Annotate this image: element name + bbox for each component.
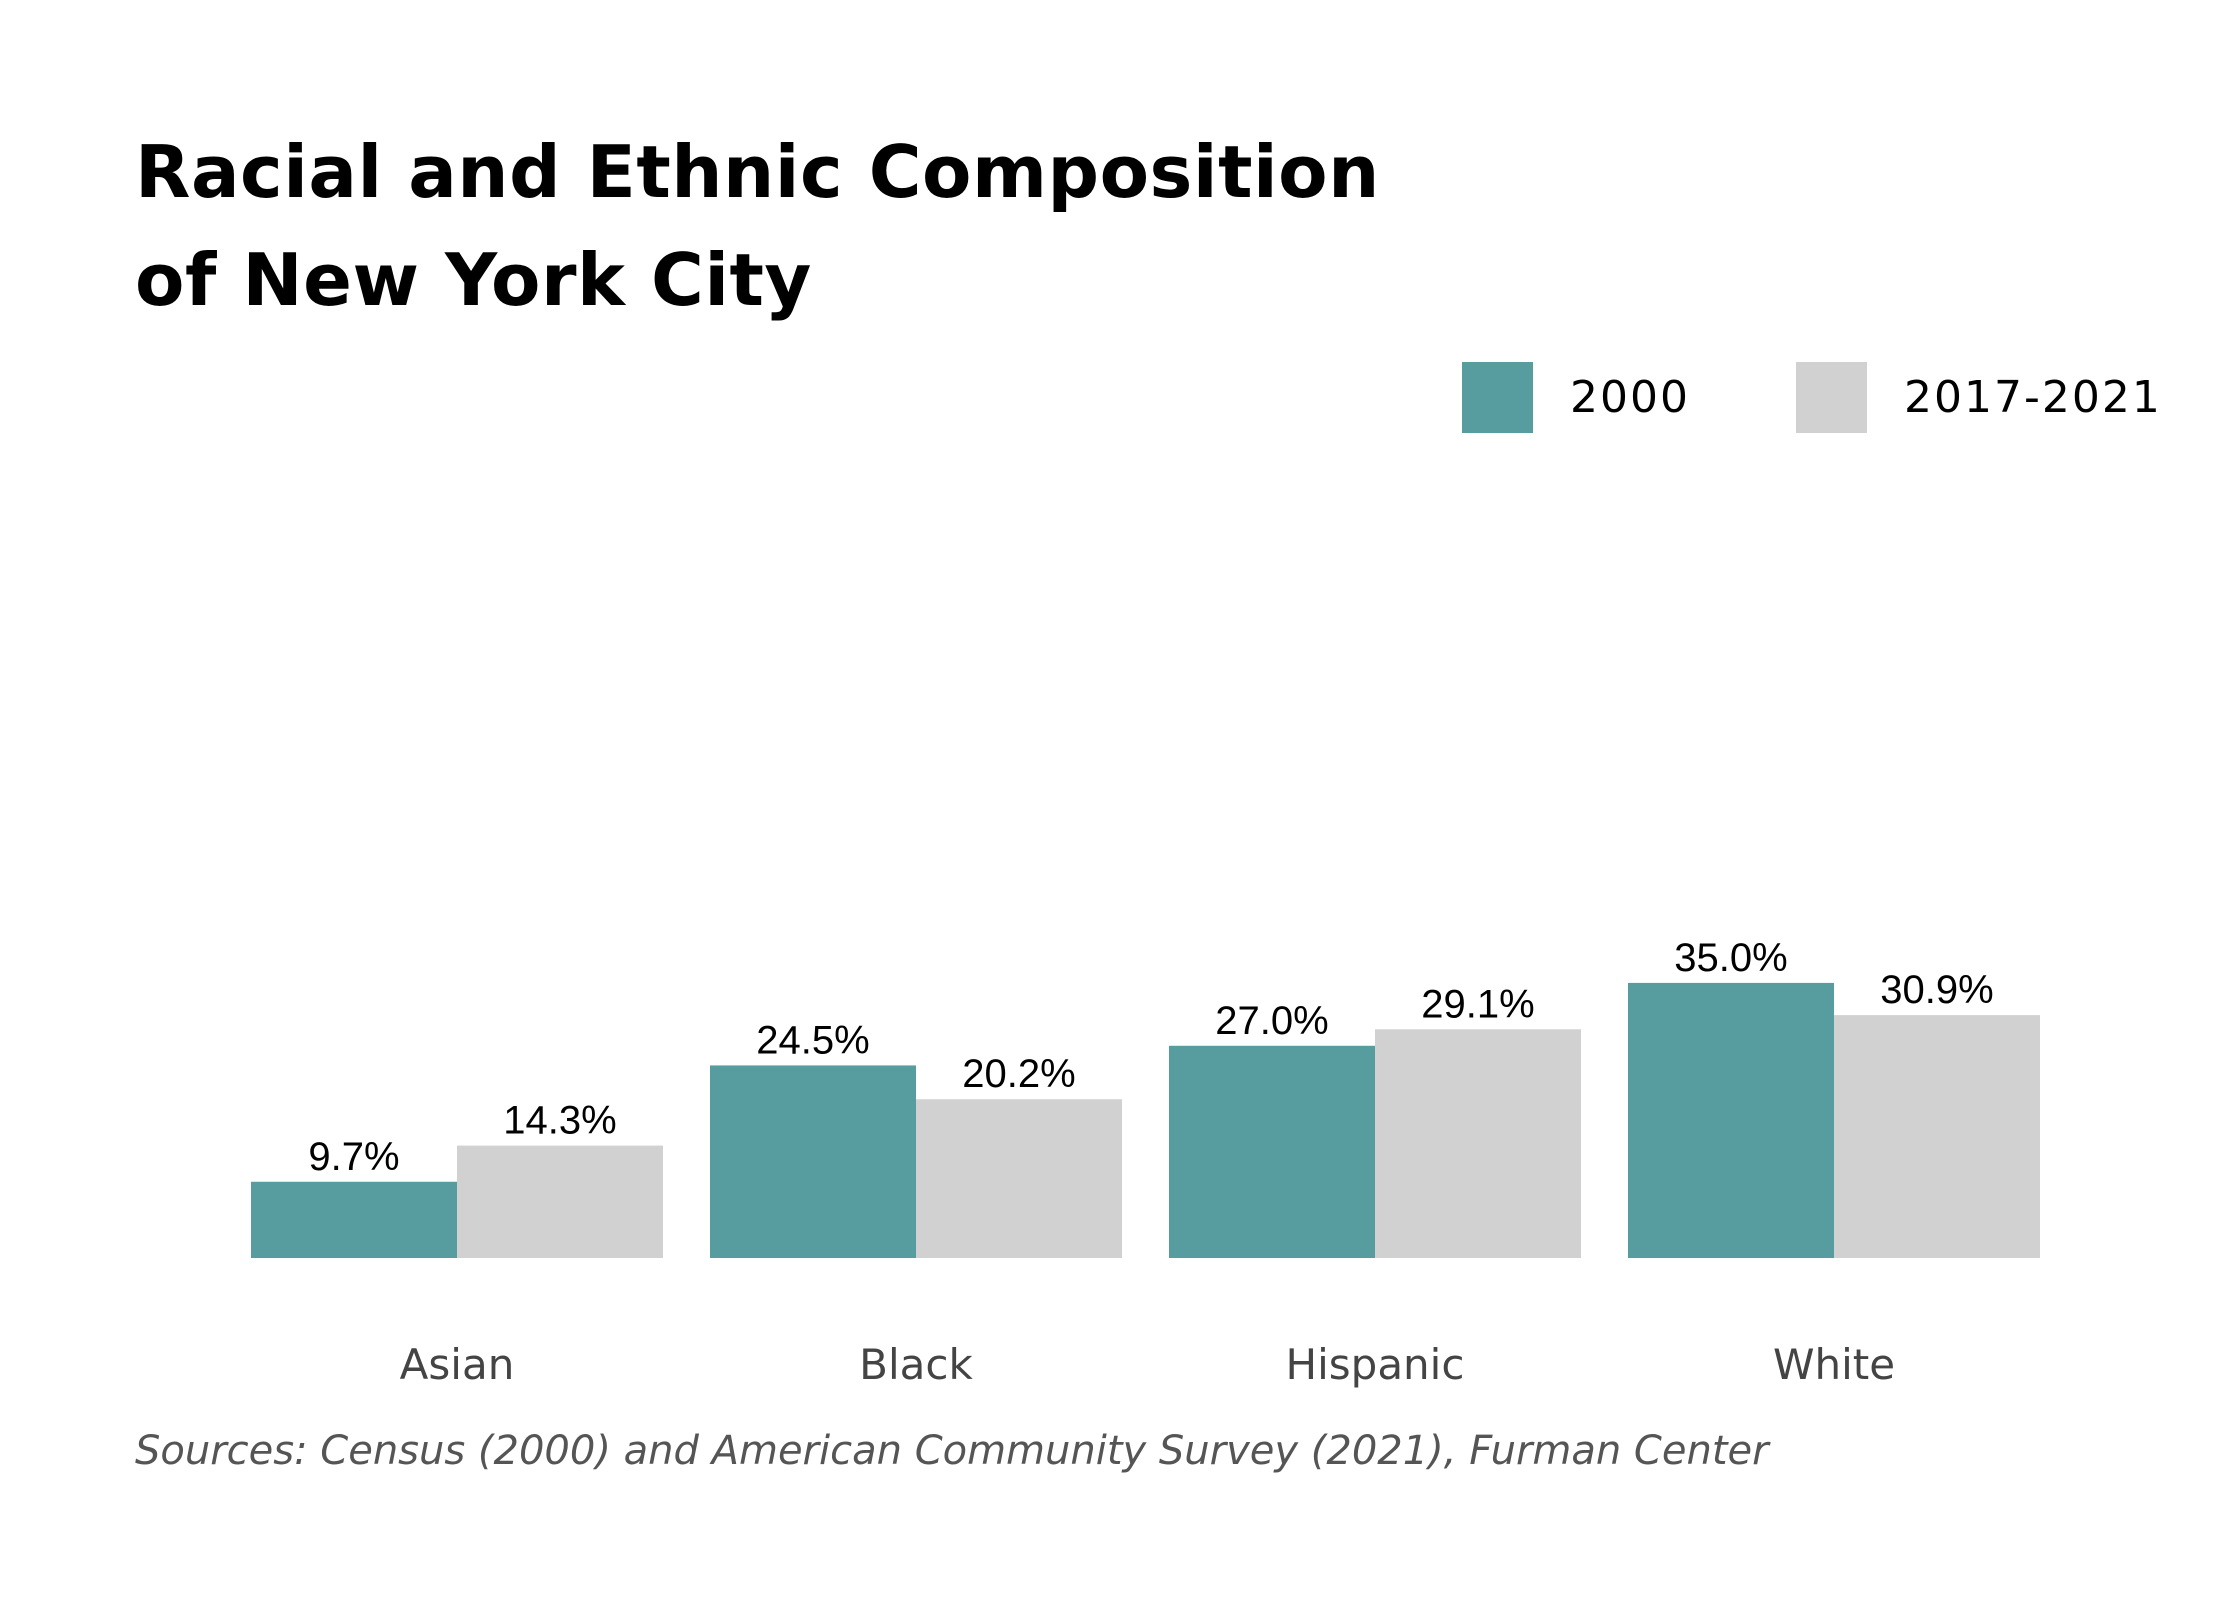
category-label-hispanic: Hispanic <box>1286 1340 1465 1389</box>
category-label-white: White <box>1773 1340 1895 1389</box>
bar-black-2017-2021 <box>916 1099 1122 1258</box>
value-label-black-2017-2021: 20.2% <box>962 1052 1075 1096</box>
legend-swatch-2000 <box>1462 362 1533 433</box>
category-label-asian: Asian <box>400 1340 515 1389</box>
source-note: Sources: Census (2000) and American Comm… <box>135 1428 1769 1474</box>
chart-legend: 2000 2017-2021 <box>1462 362 2162 433</box>
value-label-asian-2000: 9.7% <box>308 1135 399 1179</box>
bar-white-2017-2021 <box>1834 1015 2040 1258</box>
chart-title-line-1: Racial and Ethnic Composition <box>135 130 1380 214</box>
bar-chart: 9.7% 14.3% Asian 24.5% 20.2% Black 27.0% 29.1% H… <box>251 936 2040 1389</box>
value-label-hispanic-2000: 27.0% <box>1215 999 1328 1043</box>
chart-title: Racial and Ethnic Composition of New Yor… <box>135 118 1380 334</box>
value-label-black-2000: 24.5% <box>756 1018 869 1062</box>
bar-asian-2017-2021 <box>457 1145 663 1258</box>
bar-white-2000 <box>1628 982 1834 1258</box>
legend-label-2017-2021: 2017-2021 <box>1903 372 2162 423</box>
bar-hispanic-2017-2021 <box>1375 1029 1581 1258</box>
bar-black-2000 <box>710 1065 916 1258</box>
value-label-white-2017-2021: 30.9% <box>1880 968 1993 1012</box>
legend-label-2000: 2000 <box>1570 372 1690 423</box>
legend-item-2000: 2000 <box>1462 362 1690 433</box>
bar-asian-2000 <box>251 1181 457 1258</box>
bar-hispanic-2000 <box>1169 1045 1375 1258</box>
legend-item-2017-2021: 2017-2021 <box>1795 362 2162 433</box>
value-label-white-2000: 35.0% <box>1674 936 1787 980</box>
value-label-asian-2017-2021: 14.3% <box>503 1099 616 1143</box>
category-label-black: Black <box>859 1340 973 1389</box>
value-label-hispanic-2017-2021: 29.1% <box>1421 982 1534 1026</box>
chart-title-line-2: of New York City <box>135 238 812 322</box>
legend-swatch-2017-2021 <box>1795 362 1867 433</box>
